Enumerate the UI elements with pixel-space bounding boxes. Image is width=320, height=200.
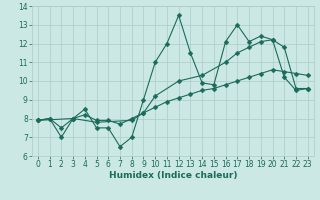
X-axis label: Humidex (Indice chaleur): Humidex (Indice chaleur)	[108, 171, 237, 180]
